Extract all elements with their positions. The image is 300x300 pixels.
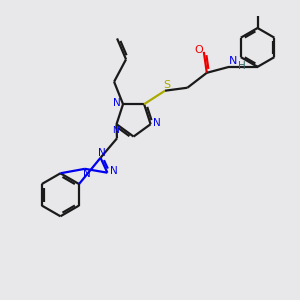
Text: H: H — [238, 61, 246, 71]
Text: N: N — [82, 169, 90, 179]
Text: N: N — [112, 126, 118, 135]
Text: N: N — [98, 148, 106, 158]
Text: O: O — [194, 45, 203, 56]
Text: N: N — [110, 166, 117, 176]
Text: N: N — [153, 118, 161, 128]
Text: N: N — [112, 98, 120, 108]
Text: S: S — [163, 80, 170, 90]
Text: N: N — [229, 56, 237, 66]
